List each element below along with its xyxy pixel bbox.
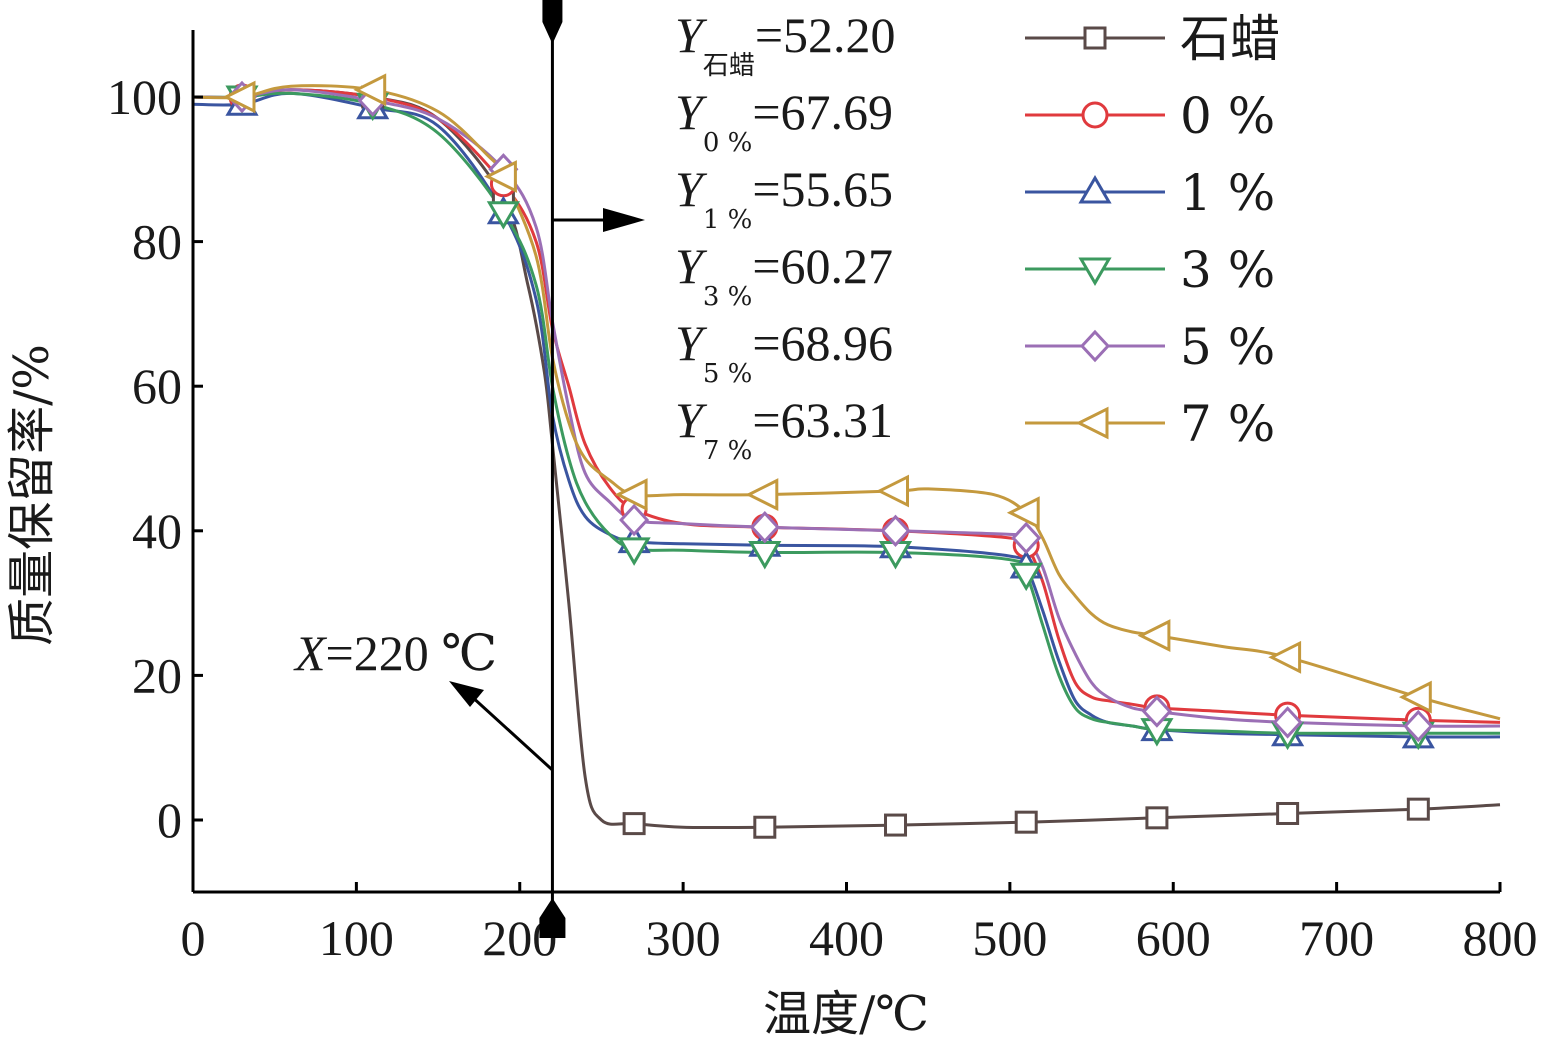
legend-marker [1079, 329, 1111, 363]
series-4-point [619, 503, 650, 537]
x-arrow-line [468, 693, 554, 772]
series-0-point [753, 815, 777, 839]
x-tick-label: 300 [646, 910, 721, 966]
legend-label: 1 % [1180, 164, 1275, 222]
y-tick-label: 80 [132, 214, 182, 270]
series-4-point [1141, 695, 1172, 728]
threshold-bottom-cap [539, 898, 566, 938]
y-tick-label: 60 [132, 358, 182, 414]
legend-marker [1078, 257, 1112, 286]
series-3-point [617, 537, 651, 566]
y-axis-title: 质量保留率/% [4, 344, 60, 646]
series-0-point [884, 813, 908, 837]
x-tick-label: 800 [1463, 910, 1538, 966]
x-tick-label: 600 [1136, 910, 1211, 966]
legend-marker [1083, 26, 1107, 50]
series-5-point [1398, 680, 1432, 714]
legend-label: 5 % [1180, 318, 1275, 376]
series-4-point [749, 510, 780, 544]
y-arrow-head [603, 208, 645, 232]
legend-label: 石蜡 [1180, 10, 1280, 68]
legend-label: 0 % [1180, 87, 1275, 145]
y-tick-label: 20 [132, 647, 182, 703]
series-markers [222, 73, 1435, 839]
legend: 石蜡 0 % 1 % 3 % 5 % 7 % [1025, 10, 1280, 453]
legend-label: 3 % [1180, 241, 1275, 299]
series-4-point [1403, 709, 1434, 743]
series-0-point [1014, 810, 1038, 834]
series-5-point [484, 160, 517, 193]
x-tick-label: 500 [972, 910, 1047, 966]
series-3-point [486, 201, 521, 230]
x-tick-label: 0 [181, 910, 206, 966]
series-4-point [1272, 706, 1303, 739]
y-value-label: Y1 %=55.65 [675, 161, 893, 235]
series-5-point [1137, 619, 1171, 653]
series-5-point [353, 73, 387, 107]
series-0-point [622, 812, 646, 836]
y-value-label: Y7 %=63.31 [675, 392, 893, 466]
series-4-point [880, 514, 911, 548]
series-0-point [1406, 797, 1430, 821]
legend-label: 7 % [1180, 395, 1275, 453]
series-5-point [222, 80, 256, 114]
legend-marker [1075, 406, 1109, 440]
series-5-point [745, 478, 779, 512]
x-threshold-label: X=220 ℃ [293, 625, 497, 681]
series-5-point [614, 478, 648, 512]
series-3-point [1009, 562, 1043, 592]
series-5-point [1268, 640, 1302, 674]
x-tick-label: 400 [809, 910, 884, 966]
legend-marker [1078, 175, 1112, 204]
y-tick-label: 40 [132, 503, 182, 559]
y-value-label: Y0 %=67.69 [675, 84, 893, 158]
y-tick-label: 0 [157, 792, 182, 848]
series-5-point [876, 474, 909, 508]
x-axis-title: 温度/℃ [763, 986, 929, 1042]
legend-marker [1081, 101, 1109, 129]
series-4-point [1011, 521, 1042, 555]
series-0-point [1145, 806, 1169, 830]
y-value-label: Y石蜡=52.20 [675, 7, 896, 81]
series-0-point [1276, 801, 1300, 825]
x-tick-label: 700 [1299, 910, 1374, 966]
axes [191, 30, 1502, 894]
x-tick-label: 100 [319, 910, 394, 966]
y-value-label: Y3 %=60.27 [675, 238, 893, 312]
series-5-point [1006, 496, 1040, 530]
y-value-label: Y5 %=68.96 [675, 315, 893, 389]
y-tick-label: 100 [107, 69, 182, 125]
threshold-top-cap [542, 0, 563, 44]
x-arrow-head [449, 681, 484, 707]
